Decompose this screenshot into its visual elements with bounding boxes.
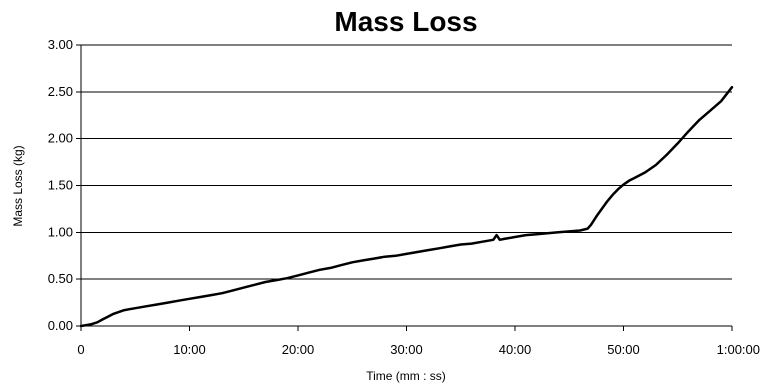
x-tick-label: 50:00 [607, 342, 640, 357]
y-tick-label: 0.50 [48, 271, 73, 286]
y-tick-label: 1.50 [48, 178, 73, 193]
x-axis-label: Time (mm : ss) [366, 369, 446, 383]
series-line-0 [79, 85, 734, 328]
y-tick-label: 0.00 [48, 318, 73, 333]
x-axis-ticks: 0 10:00 20:00 30:00 40:00 50:00 1:00:00 [77, 326, 760, 357]
y-axis-label: Mass Loss (kg) [11, 145, 25, 226]
y-axis-ticks: 0.00 0.50 1.00 1.50 2.00 2.50 3.00 [48, 37, 81, 333]
x-tick-label: 30:00 [390, 342, 423, 357]
x-tick-label: 10:00 [173, 342, 206, 357]
chart-title: Mass Loss [334, 6, 477, 37]
x-tick-label: 1:00:00 [717, 342, 760, 357]
y-tick-label: 2.50 [48, 84, 73, 99]
y-tick-label: 2.00 [48, 131, 73, 146]
series-layer [79, 85, 734, 328]
grid-lines [81, 44, 732, 280]
x-tick-label: 0 [77, 342, 84, 357]
y-tick-label: 3.00 [48, 37, 73, 52]
y-tick-label: 1.00 [48, 224, 73, 239]
x-tick-label: 40:00 [499, 342, 532, 357]
x-tick-label: 20:00 [282, 342, 315, 357]
